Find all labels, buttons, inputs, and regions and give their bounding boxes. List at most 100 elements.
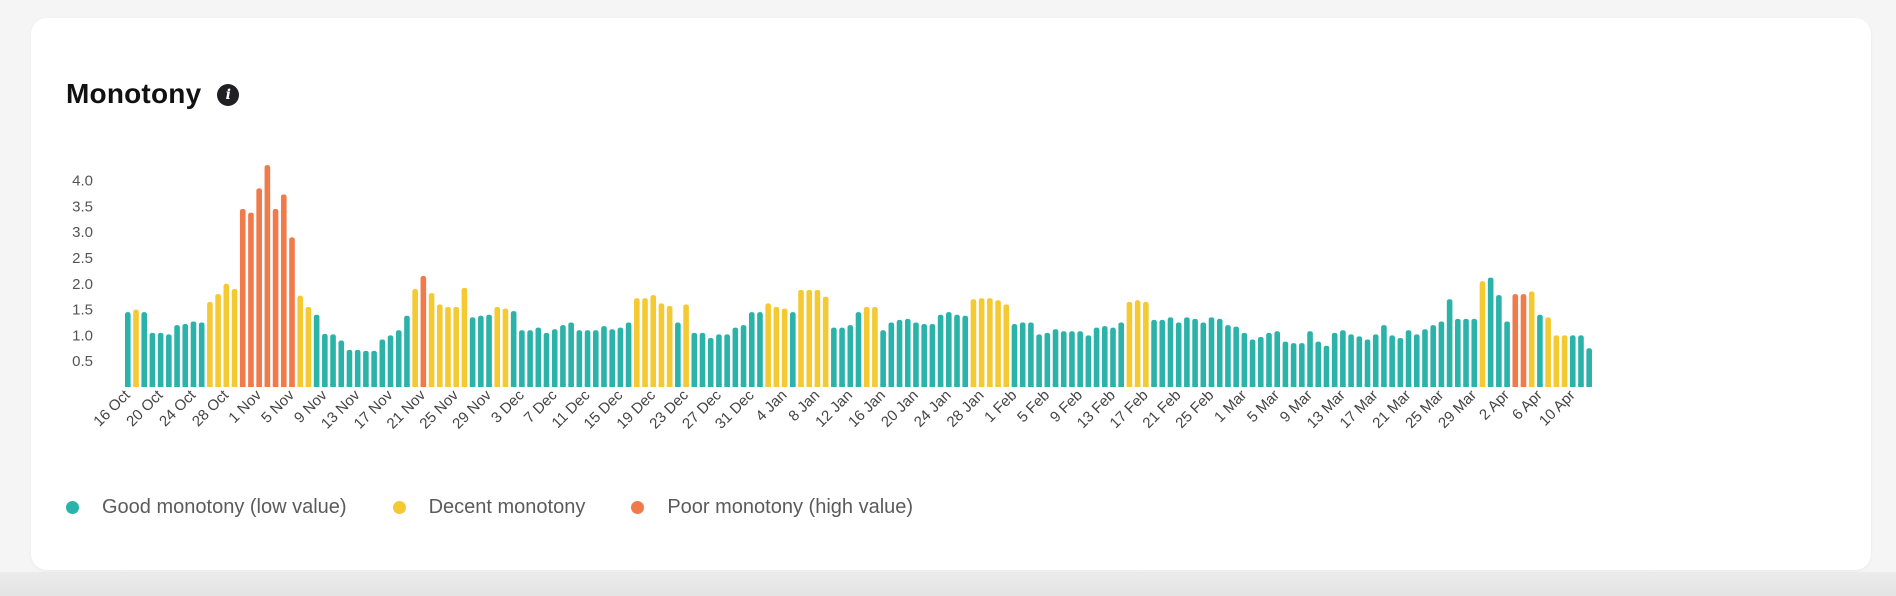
bar-good[interactable] — [371, 350, 377, 387]
bar-decent[interactable] — [1479, 281, 1486, 387]
bar-good[interactable] — [748, 312, 755, 387]
bar-decent[interactable] — [658, 303, 665, 387]
bar-good[interactable] — [1011, 324, 1018, 387]
bar-good[interactable] — [1413, 334, 1420, 387]
bar-good[interactable] — [921, 324, 927, 387]
bar-good[interactable] — [790, 312, 796, 387]
bar-good[interactable] — [313, 314, 320, 387]
bar-good[interactable] — [322, 333, 328, 387]
bar-good[interactable] — [157, 332, 164, 387]
bar-good[interactable] — [535, 327, 542, 387]
bar-good[interactable] — [1504, 321, 1510, 387]
bar-good[interactable] — [1331, 332, 1338, 387]
bar-poor[interactable] — [256, 188, 262, 387]
bar-good[interactable] — [1200, 322, 1207, 388]
bar-good[interactable] — [346, 349, 353, 387]
bar-good[interactable] — [1225, 325, 1231, 387]
bar-good[interactable] — [962, 315, 969, 387]
bar-good[interactable] — [510, 311, 517, 387]
bar-good[interactable] — [707, 337, 714, 387]
bar-good[interactable] — [1233, 326, 1239, 387]
bar-good[interactable] — [1364, 339, 1371, 387]
bar-decent[interactable] — [133, 309, 139, 387]
bar-decent[interactable] — [428, 293, 435, 387]
bar-decent[interactable] — [987, 298, 993, 387]
bar-poor[interactable] — [264, 165, 271, 387]
bar-good[interactable] — [880, 330, 886, 387]
bar-good[interactable] — [1348, 334, 1354, 387]
bar-good[interactable] — [1019, 322, 1026, 388]
bar-good[interactable] — [847, 325, 854, 387]
info-icon[interactable]: i — [217, 84, 240, 106]
bar-good[interactable] — [1381, 325, 1387, 387]
bar-poor[interactable] — [239, 208, 246, 387]
bar-good[interactable] — [855, 312, 862, 387]
bar-decent[interactable] — [650, 295, 657, 387]
bar-good[interactable] — [338, 340, 345, 387]
bar-good[interactable] — [379, 339, 386, 387]
bar-good[interactable] — [1167, 317, 1174, 387]
bar-good[interactable] — [519, 330, 525, 387]
bar-decent[interactable] — [683, 304, 689, 387]
bar-good[interactable] — [1093, 327, 1100, 387]
bar-good[interactable] — [609, 329, 615, 387]
bar-good[interactable] — [675, 322, 681, 388]
bar-decent[interactable] — [1143, 301, 1149, 387]
bar-decent[interactable] — [1561, 335, 1568, 387]
bar-decent[interactable] — [445, 307, 451, 387]
bar-decent[interactable] — [798, 289, 804, 387]
bar-good[interactable] — [1274, 331, 1280, 387]
bar-good[interactable] — [913, 322, 919, 388]
bar-good[interactable] — [839, 327, 845, 387]
bar-good[interactable] — [1151, 319, 1157, 387]
bar-good[interactable] — [724, 334, 730, 387]
bar-good[interactable] — [1455, 318, 1461, 387]
bar-good[interactable] — [896, 319, 903, 387]
bar-decent[interactable] — [666, 305, 673, 387]
bar-decent[interactable] — [1553, 335, 1560, 387]
bar-good[interactable] — [1389, 335, 1395, 387]
bar-decent[interactable] — [1134, 300, 1141, 387]
bar-poor[interactable] — [1520, 294, 1527, 387]
bar-good[interactable] — [732, 327, 739, 387]
bar-good[interactable] — [1266, 332, 1272, 387]
bar-good[interactable] — [1438, 321, 1445, 387]
bar-good[interactable] — [1405, 330, 1412, 387]
bar-good[interactable] — [387, 335, 394, 387]
bar-good[interactable] — [166, 334, 172, 387]
bar-good[interactable] — [1208, 317, 1215, 387]
bar-good[interactable] — [486, 314, 492, 387]
bar-decent[interactable] — [978, 298, 985, 387]
bar-decent[interactable] — [872, 307, 878, 387]
bar-good[interactable] — [625, 322, 632, 388]
bar-decent[interactable] — [1528, 291, 1535, 387]
bar-good[interactable] — [691, 332, 698, 387]
bar-good[interactable] — [1487, 277, 1494, 387]
bar-good[interactable] — [740, 325, 747, 387]
bar-decent[interactable] — [297, 295, 304, 387]
bar-poor[interactable] — [1512, 294, 1519, 387]
bar-decent[interactable] — [231, 288, 238, 387]
bar-good[interactable] — [1110, 327, 1116, 387]
bar-good[interactable] — [937, 314, 944, 387]
bar-good[interactable] — [1397, 337, 1404, 387]
bar-good[interactable] — [716, 334, 722, 387]
bar-good[interactable] — [568, 322, 574, 388]
bar-good[interactable] — [174, 325, 180, 387]
bar-decent[interactable] — [412, 288, 418, 387]
bar-good[interactable] — [395, 330, 402, 387]
bar-good[interactable] — [1372, 334, 1379, 387]
bar-good[interactable] — [1315, 341, 1322, 387]
bar-decent[interactable] — [1545, 317, 1551, 387]
bar-good[interactable] — [1044, 332, 1051, 387]
bar-good[interactable] — [601, 326, 607, 387]
bar-good[interactable] — [699, 332, 706, 387]
bar-decent[interactable] — [461, 287, 468, 387]
bar-good[interactable] — [478, 315, 484, 387]
bar-good[interactable] — [527, 330, 533, 387]
bar-decent[interactable] — [781, 308, 788, 387]
bar-good[interactable] — [617, 327, 624, 387]
bar-good[interactable] — [831, 327, 837, 387]
bar-good[interactable] — [543, 332, 550, 387]
bar-good[interactable] — [1184, 317, 1190, 387]
